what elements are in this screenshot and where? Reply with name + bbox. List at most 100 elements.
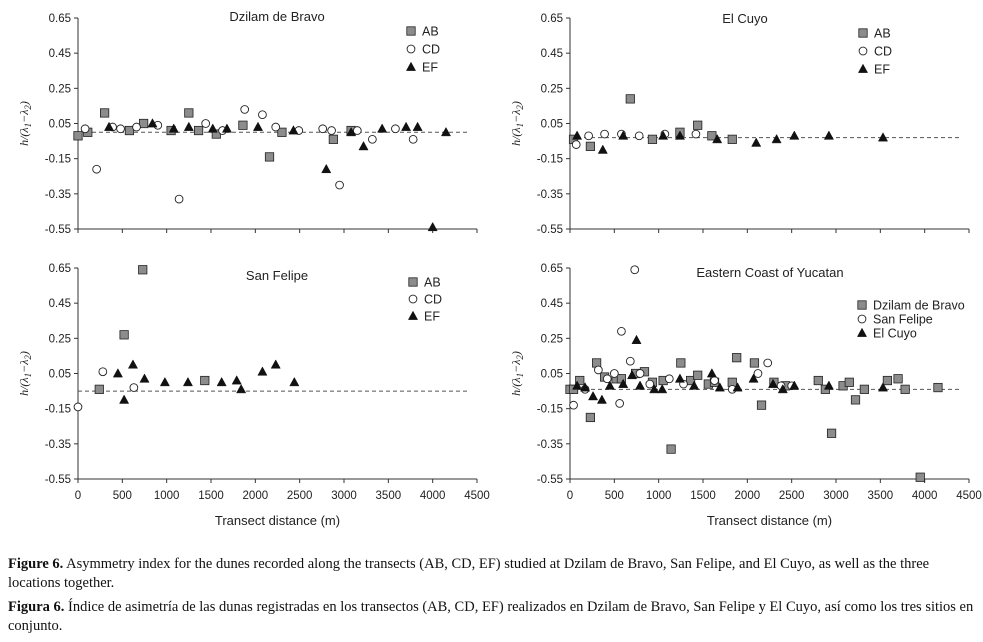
data-point-square <box>585 141 595 151</box>
data-point-circle <box>645 379 655 389</box>
y-tick-label: 0.65 <box>541 13 563 25</box>
y-tick-label: -0.55 <box>537 224 563 236</box>
data-point-triangle <box>270 359 281 369</box>
legend-label: CD <box>424 293 442 307</box>
x-tick-label: 1000 <box>646 490 672 502</box>
x-tick-label: 1000 <box>154 490 180 502</box>
data-point-circle <box>352 126 362 135</box>
x-tick-label: 3000 <box>823 490 849 502</box>
data-point-triangle <box>377 123 388 133</box>
x-tick-label: 4500 <box>956 490 982 502</box>
data-point-triangle <box>321 163 332 174</box>
x-tick-label: 3500 <box>868 490 894 502</box>
data-point-square <box>844 377 854 387</box>
series-triangle <box>112 359 300 404</box>
data-point-triangle <box>635 380 646 390</box>
y-tick-label: -0.35 <box>45 189 71 201</box>
series-square <box>94 265 210 394</box>
y-tick-label: -0.15 <box>537 404 563 416</box>
panel-san-felipe: 0.65 0.45 0.25 0.05 -0.15 -0.35 -0.55 0 500 1000 1… <box>17 263 490 528</box>
legend-label: AB <box>422 25 439 39</box>
x-tick-label: 0 <box>75 490 81 502</box>
data-point-triangle <box>159 376 170 387</box>
data-point-circle <box>594 365 603 375</box>
data-point-square <box>826 428 837 438</box>
y-tick-label: -0.55 <box>537 474 563 486</box>
data-point-triangle <box>289 376 300 387</box>
panel-eastern-coast: 0.65 0.45 0.25 0.05 -0.15 -0.35 -0.55 0 500 1000 1… <box>509 263 982 528</box>
data-point-circle <box>80 124 90 134</box>
y-tick-label: 0.45 <box>541 298 563 310</box>
data-point-square <box>859 384 869 394</box>
y-axis-label: h/(λ1−λ2) <box>17 351 33 396</box>
data-point-square <box>238 120 248 130</box>
data-point-triangle <box>147 118 158 128</box>
data-point-triangle <box>649 384 660 394</box>
y-tick-label: 0.25 <box>541 83 563 95</box>
data-point-triangle <box>631 334 642 344</box>
series-square <box>73 108 356 162</box>
caption-spanish-label: Figura 6. <box>8 599 65 615</box>
y-tick-label: -0.55 <box>45 474 71 486</box>
data-point-circle <box>584 131 593 141</box>
data-point-triangle <box>768 378 779 388</box>
x-tick-label: 500 <box>605 490 624 502</box>
legend-marker-square <box>858 28 868 38</box>
data-point-triangle <box>182 376 193 387</box>
data-point-triangle <box>604 380 615 390</box>
data-point-square <box>328 134 338 144</box>
y-axis-label: h/(λ1−λ2) <box>17 101 33 146</box>
data-point-square <box>184 108 194 118</box>
panel-title: Eastern Coast of Yucatan <box>696 265 843 280</box>
x-tick-label: 0 <box>567 490 573 502</box>
y-axis-label: h/(λ1−λ2) <box>509 101 525 146</box>
data-point-triangle <box>658 130 669 140</box>
y-tick-label: 0.25 <box>541 333 563 345</box>
data-point-triangle <box>789 380 800 390</box>
legend-label: EF <box>874 63 890 77</box>
panel-title: San Felipe <box>246 268 308 283</box>
data-point-triangle <box>257 366 268 376</box>
caption-spanish-text: Índice de asimetría de las dunas registr… <box>8 599 974 634</box>
data-point-triangle <box>236 384 247 394</box>
x-axis-label: Transect distance (m) <box>215 513 340 528</box>
legend-marker-triangle <box>405 61 417 71</box>
y-tick-label: 0.25 <box>49 333 71 345</box>
data-point-triangle <box>706 368 717 378</box>
data-point-square <box>693 120 703 130</box>
data-point-square <box>94 384 104 394</box>
data-point-triangle <box>112 368 123 378</box>
data-point-circle <box>391 124 400 134</box>
y-tick-label: 0.05 <box>49 369 71 381</box>
data-point-triangle <box>618 378 629 388</box>
data-point-triangle <box>712 134 723 144</box>
data-point-triangle <box>823 380 834 390</box>
data-point-square <box>813 375 823 386</box>
x-tick-label: 500 <box>113 490 132 502</box>
data-point-circle <box>600 129 609 139</box>
data-point-triangle <box>748 373 759 383</box>
legend-marker-circle <box>408 294 418 304</box>
data-point-circle <box>318 124 328 134</box>
data-point-square <box>647 134 658 144</box>
data-point-circle <box>368 134 377 144</box>
x-tick-label: 2500 <box>287 490 313 502</box>
figure-canvas: 0.65 0.45 0.25 0.05 -0.15 -0.35 -0.55 Dzilam de… <box>17 9 982 528</box>
data-point-circle <box>132 122 141 132</box>
data-point-circle <box>664 374 674 384</box>
panel-el-cuyo: 0.65 0.45 0.25 0.05 -0.15 -0.35 -0.55 El Cuyo h/… <box>509 11 970 236</box>
data-point-circle <box>201 119 211 128</box>
legend-label: Dzilam de Bravo <box>873 299 965 313</box>
caption-english-text: Asymmetry index for the dunes recorded a… <box>8 556 930 591</box>
data-point-square <box>200 375 210 386</box>
data-point-circle <box>271 122 281 132</box>
data-point-square <box>749 358 760 368</box>
data-point-square <box>73 131 83 141</box>
x-tick-label: 2000 <box>735 490 761 502</box>
x-tick-label: 2500 <box>779 490 805 502</box>
legend-marker-square <box>857 300 867 310</box>
data-point-triangle <box>168 123 179 133</box>
data-point-triangle <box>877 382 889 392</box>
data-point-triangle <box>689 380 700 390</box>
legend-label: EF <box>422 61 438 75</box>
